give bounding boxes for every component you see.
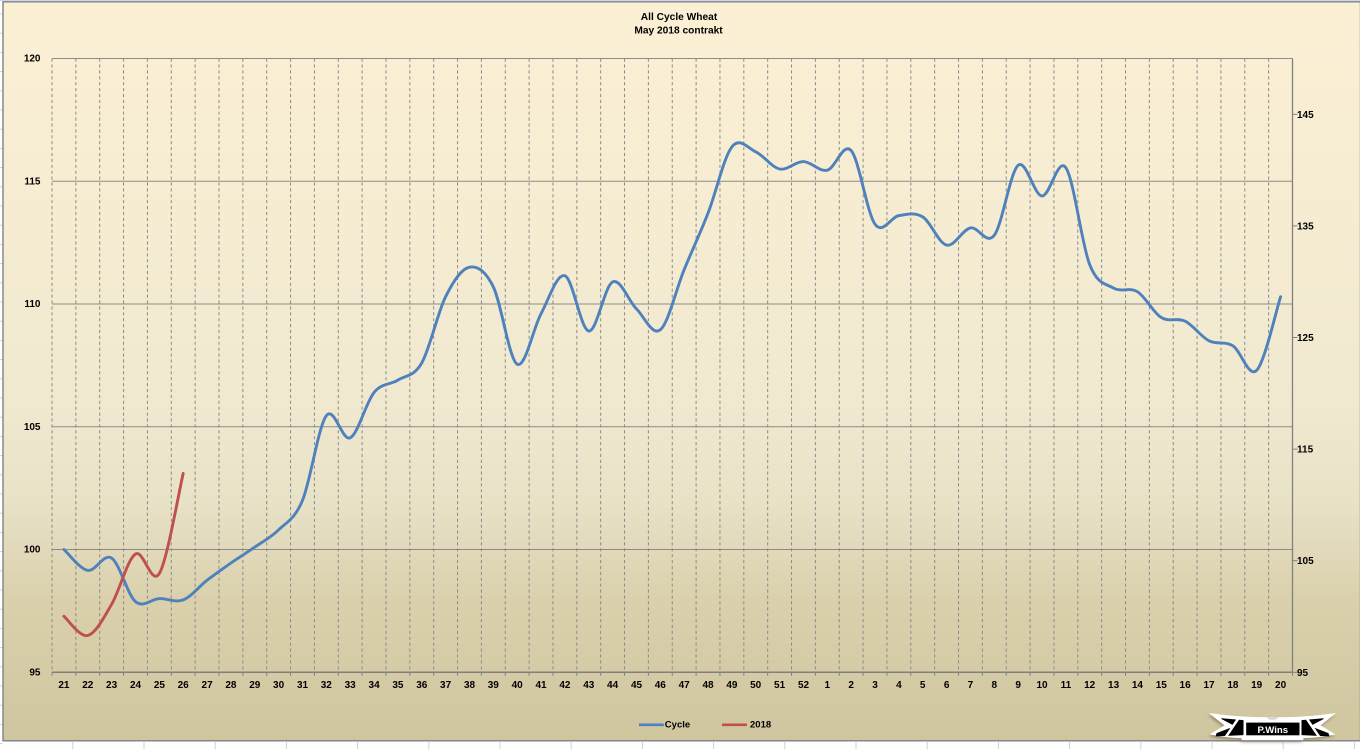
svg-text:42: 42 (559, 680, 571, 691)
svg-text:45: 45 (631, 680, 643, 691)
svg-text:44: 44 (607, 680, 619, 691)
svg-text:Cycle: Cycle (665, 719, 690, 730)
svg-text:May 2018 contrakt: May 2018 contrakt (634, 26, 723, 37)
svg-text:29: 29 (249, 680, 261, 691)
svg-text:38: 38 (464, 680, 476, 691)
svg-text:135: 135 (1297, 221, 1314, 232)
svg-text:9: 9 (1015, 680, 1021, 691)
svg-text:2018: 2018 (750, 719, 771, 730)
svg-text:11: 11 (1061, 680, 1072, 691)
svg-text:35: 35 (392, 680, 404, 691)
svg-text:105: 105 (24, 422, 41, 433)
svg-text:110: 110 (24, 299, 41, 310)
svg-text:50: 50 (750, 680, 762, 691)
svg-text:115: 115 (24, 176, 41, 187)
svg-text:15: 15 (1156, 680, 1168, 691)
svg-text:All Cycle Wheat: All Cycle Wheat (641, 12, 718, 23)
svg-text:115: 115 (1297, 445, 1314, 456)
svg-text:P.Wins: P.Wins (1257, 725, 1288, 736)
svg-text:27: 27 (202, 680, 214, 691)
svg-text:16: 16 (1180, 680, 1192, 691)
svg-text:145: 145 (1297, 110, 1314, 121)
svg-text:52: 52 (798, 680, 810, 691)
svg-text:30: 30 (273, 680, 285, 691)
svg-text:12: 12 (1084, 680, 1096, 691)
svg-text:28: 28 (225, 680, 237, 691)
svg-text:1: 1 (825, 680, 831, 691)
svg-text:31: 31 (297, 680, 309, 691)
svg-text:39: 39 (488, 680, 500, 691)
svg-text:17: 17 (1203, 680, 1215, 691)
svg-text:46: 46 (655, 680, 667, 691)
svg-text:24: 24 (130, 680, 142, 691)
svg-text:37: 37 (440, 680, 452, 691)
svg-text:43: 43 (583, 680, 595, 691)
svg-text:105: 105 (1297, 556, 1314, 567)
svg-text:48: 48 (702, 680, 714, 691)
svg-text:10: 10 (1036, 680, 1048, 691)
svg-text:20: 20 (1275, 680, 1287, 691)
svg-text:41: 41 (535, 680, 547, 691)
svg-text:95: 95 (29, 667, 41, 678)
svg-text:125: 125 (1297, 333, 1314, 344)
svg-text:7: 7 (968, 680, 974, 691)
svg-text:5: 5 (920, 680, 926, 691)
svg-text:49: 49 (726, 680, 738, 691)
svg-text:26: 26 (178, 680, 190, 691)
svg-text:13: 13 (1108, 680, 1120, 691)
svg-text:95: 95 (1297, 668, 1309, 679)
svg-text:34: 34 (369, 680, 381, 691)
svg-text:36: 36 (416, 680, 428, 691)
svg-text:23: 23 (106, 680, 118, 691)
svg-text:22: 22 (82, 680, 94, 691)
svg-text:6: 6 (944, 680, 950, 691)
svg-text:33: 33 (345, 680, 357, 691)
svg-text:47: 47 (679, 680, 691, 691)
svg-text:21: 21 (58, 680, 70, 691)
svg-text:32: 32 (321, 680, 333, 691)
svg-text:2: 2 (848, 680, 854, 691)
svg-text:51: 51 (774, 680, 786, 691)
svg-text:8: 8 (992, 680, 998, 691)
svg-text:40: 40 (512, 680, 524, 691)
svg-text:18: 18 (1227, 680, 1239, 691)
svg-text:120: 120 (24, 54, 41, 65)
svg-text:100: 100 (24, 545, 41, 556)
svg-text:25: 25 (154, 680, 166, 691)
svg-text:19: 19 (1251, 680, 1263, 691)
svg-text:14: 14 (1132, 680, 1144, 691)
svg-text:4: 4 (896, 680, 902, 691)
svg-text:3: 3 (872, 680, 878, 691)
